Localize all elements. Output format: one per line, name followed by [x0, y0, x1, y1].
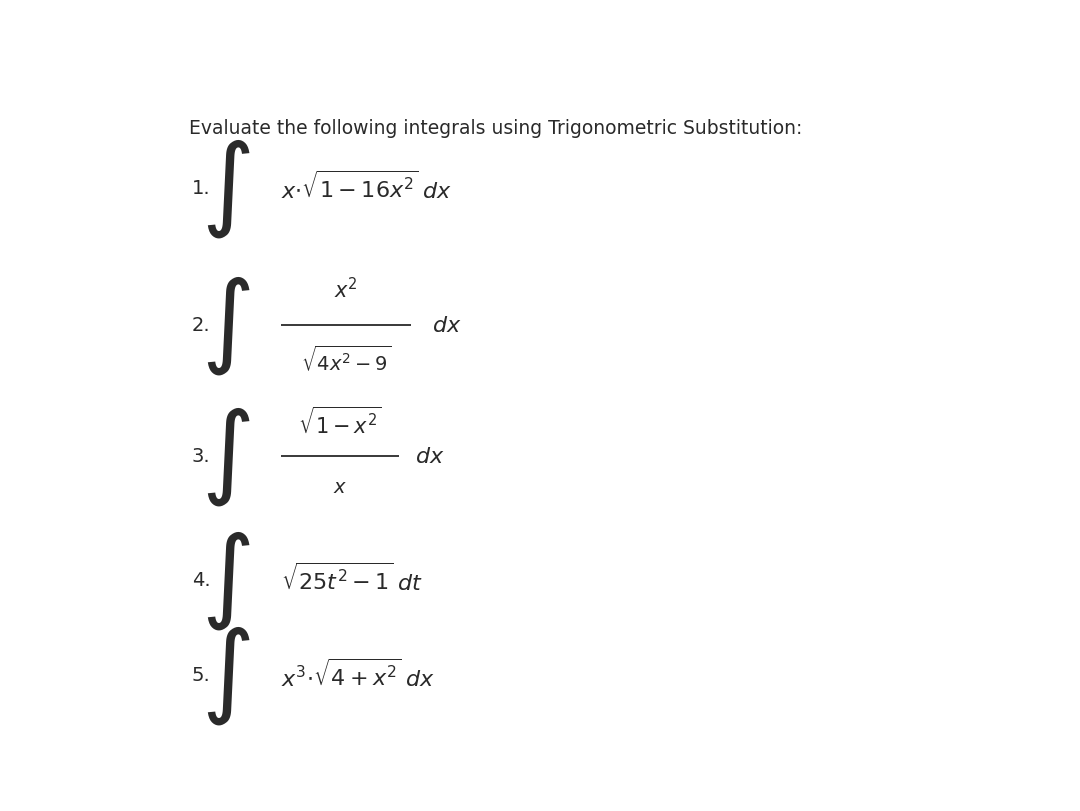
Text: $x{\cdot}\sqrt{1-16x^2}\;dx$: $x{\cdot}\sqrt{1-16x^2}\;dx$ [282, 172, 453, 204]
Text: $\int$: $\int$ [201, 405, 251, 508]
Text: $\int$: $\int$ [201, 274, 251, 376]
Text: 4.: 4. [192, 570, 211, 589]
Text: $\sqrt{1-x^2}$: $\sqrt{1-x^2}$ [298, 406, 382, 438]
Text: 2.: 2. [192, 315, 211, 335]
Text: $\int$: $\int$ [201, 528, 251, 631]
Text: $x^3{\cdot}\sqrt{4+x^2}\;dx$: $x^3{\cdot}\sqrt{4+x^2}\;dx$ [282, 659, 435, 691]
Text: 1.: 1. [192, 178, 211, 197]
Text: 3.: 3. [192, 447, 211, 466]
Text: $\sqrt{4x^2-9}$: $\sqrt{4x^2-9}$ [301, 345, 392, 375]
Text: $\int$: $\int$ [201, 136, 251, 239]
Text: $x$: $x$ [333, 478, 347, 496]
Text: $dx$: $dx$ [432, 315, 461, 337]
Text: Evaluate the following integrals using Trigonometric Substitution:: Evaluate the following integrals using T… [189, 119, 802, 138]
Text: $\sqrt{25t^2-1}\;dt$: $\sqrt{25t^2-1}\;dt$ [282, 564, 423, 595]
Text: $dx$: $dx$ [416, 445, 445, 467]
Text: $x^2$: $x^2$ [335, 277, 359, 302]
Text: $\int$: $\int$ [201, 624, 251, 727]
Text: 5.: 5. [192, 666, 211, 684]
